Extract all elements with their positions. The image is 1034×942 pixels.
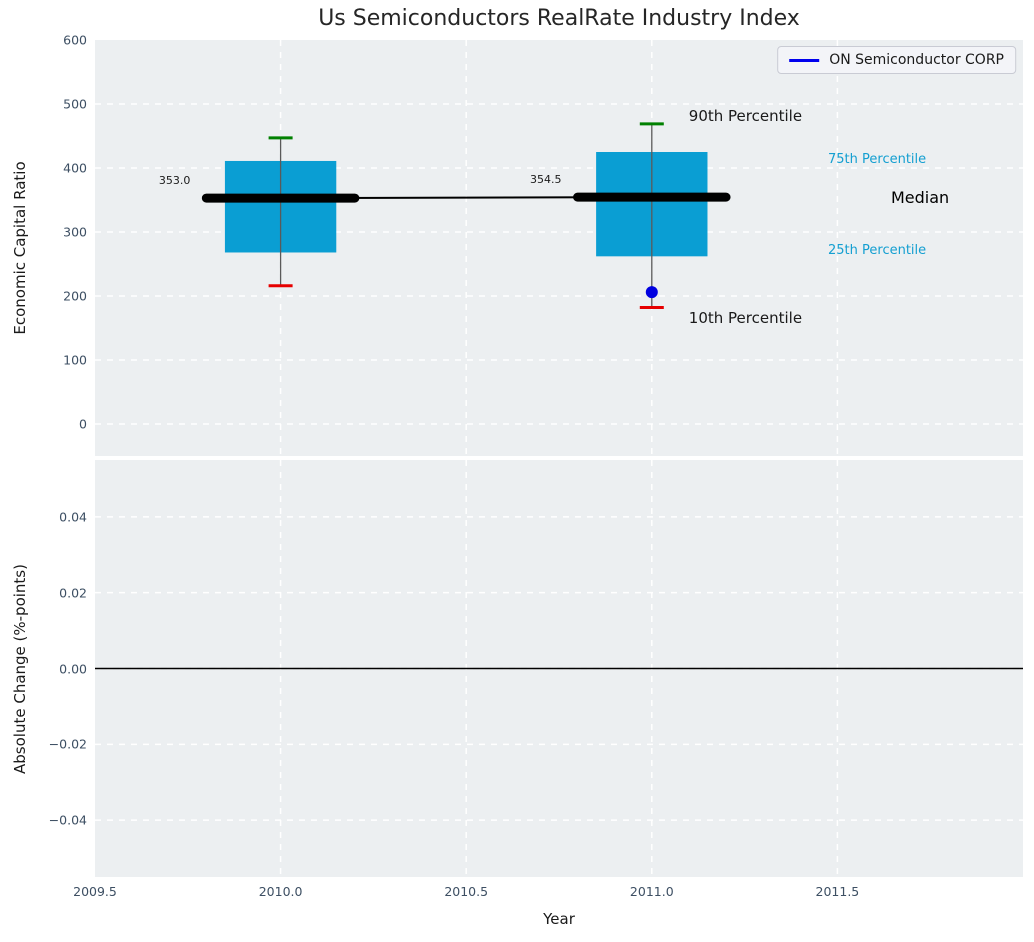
y-tick-label-top: 600 xyxy=(63,32,87,48)
annotation-75th-percentile: 75th Percentile xyxy=(828,152,927,167)
y-axis-label-top: Economic Capital Ratio xyxy=(11,161,29,335)
median-value-label-2010: 353.0 xyxy=(158,174,191,188)
y-tick-label-top: 0 xyxy=(79,416,87,432)
legend-label: ON Semiconductor CORP xyxy=(829,52,1004,68)
y-tick-label-bottom: −0.02 xyxy=(48,736,87,752)
y-tick-label-bottom: 0.02 xyxy=(59,585,87,601)
y-tick-label-bottom: 0.00 xyxy=(59,661,87,676)
x-tick-label: 2009.5 xyxy=(73,884,117,899)
y-tick-label-bottom: 0.04 xyxy=(59,509,87,525)
x-tick-label: 2011.5 xyxy=(815,884,860,899)
chart-title: Us Semiconductors RealRate Industry Inde… xyxy=(318,6,800,31)
x-tick-label: 2010.0 xyxy=(258,884,303,899)
x-tick-label: 2010.5 xyxy=(444,884,489,899)
annotation-median: Median xyxy=(891,188,950,207)
legend-line-swatch xyxy=(789,58,820,62)
y-tick-label-top: 200 xyxy=(63,288,87,304)
x-tick-label: 2011.0 xyxy=(629,884,674,899)
annotation-90th-percentile: 90th Percentile xyxy=(688,106,803,125)
median-value-label-2011: 354.5 xyxy=(530,173,562,187)
x-axis-label: Year xyxy=(543,910,575,928)
y-tick-label-top: 500 xyxy=(63,96,87,112)
annotation-10th-percentile: 10th Percentile xyxy=(688,308,803,327)
y-tick-label-top: 300 xyxy=(63,224,87,240)
y-axis-label-bottom: Absolute Change (%-points) xyxy=(11,563,29,774)
legend: ON Semiconductor CORP xyxy=(777,46,1016,74)
annotation-25th-percentile: 25th Percentile xyxy=(828,243,927,258)
company-point xyxy=(645,286,658,299)
y-tick-label-top: 400 xyxy=(63,160,87,176)
y-tick-label-top: 100 xyxy=(63,352,87,368)
y-tick-label-bottom: −0.04 xyxy=(48,812,87,828)
